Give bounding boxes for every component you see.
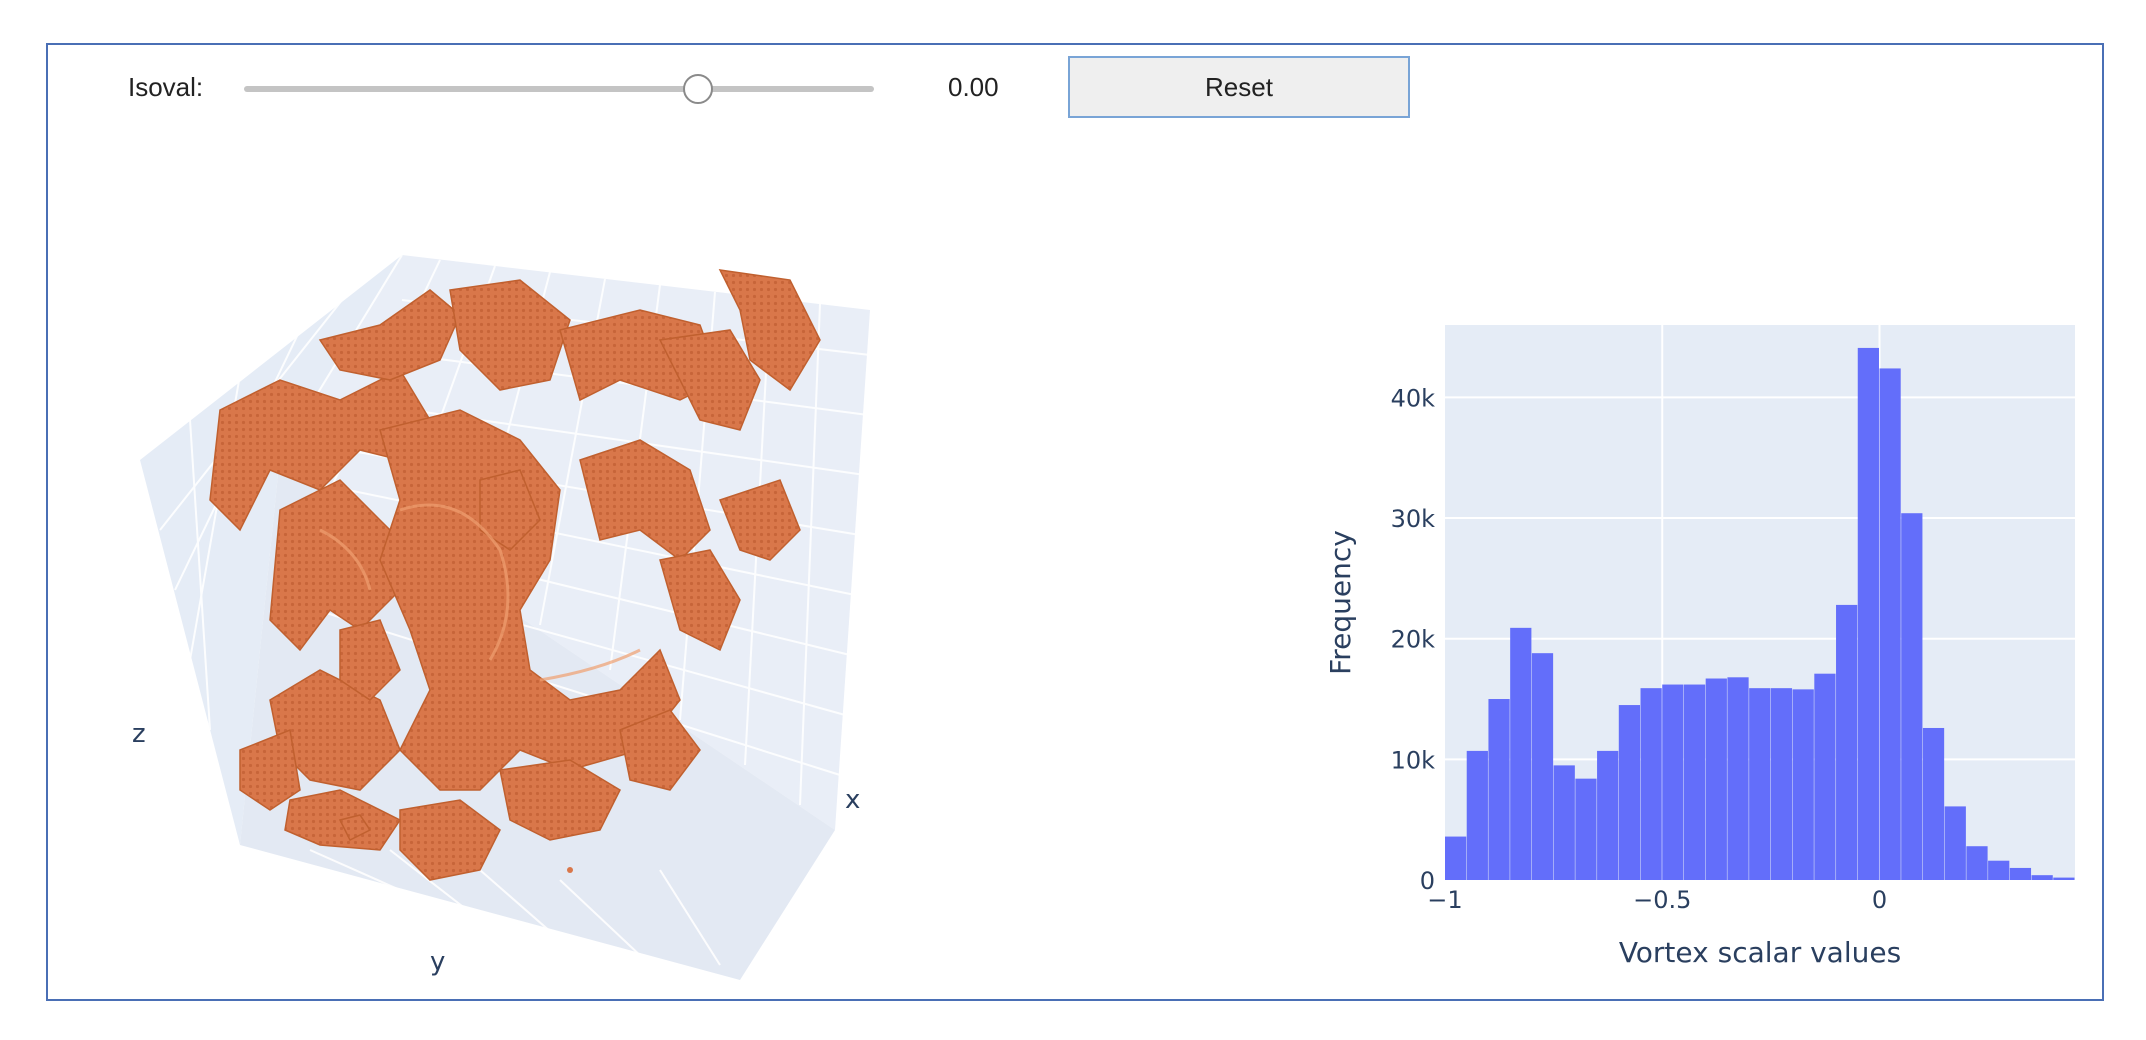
histogram-bar xyxy=(1683,684,1706,880)
x-tick-label: −0.5 xyxy=(1633,886,1691,914)
histogram-bar xyxy=(1640,688,1662,880)
histogram-bar xyxy=(1662,684,1684,880)
y-tick-label: 40k xyxy=(1391,384,1436,412)
axis-label-y: y xyxy=(430,947,445,977)
histogram-bar xyxy=(1814,673,1836,880)
y-tick-label: 0 xyxy=(1420,867,1435,895)
histogram-bar xyxy=(2009,867,2032,880)
axis-label-x: x xyxy=(845,785,860,815)
x-tick-label: 0 xyxy=(1872,886,1887,914)
histogram-bar xyxy=(1597,750,1619,880)
mesh-fragment xyxy=(567,867,573,873)
y-axis-title: Frequency xyxy=(1324,530,1357,675)
histogram-bar xyxy=(1749,688,1771,880)
histogram-bar xyxy=(1922,727,1945,880)
axis-label-z: z xyxy=(132,719,146,749)
histogram-bar xyxy=(1488,699,1510,880)
histogram-bar xyxy=(1510,627,1532,880)
reset-button[interactable]: Reset xyxy=(1068,56,1410,118)
x-axis-title: Vortex scalar values xyxy=(1619,936,1901,969)
histogram-bar xyxy=(1575,778,1597,880)
histogram-bar xyxy=(1792,689,1814,880)
histogram-bar xyxy=(1836,604,1858,880)
isoval-value: 0.00 xyxy=(948,72,999,102)
histogram-bar xyxy=(1879,368,1901,880)
histogram-bar xyxy=(1727,677,1749,880)
y-tick-label: 10k xyxy=(1391,746,1436,774)
isosurface-3d-plot[interactable]: z x y xyxy=(100,230,900,990)
histogram-bar xyxy=(2053,877,2075,880)
x-tick-label: −1 xyxy=(1427,886,1462,914)
histogram-chart[interactable]: 0 10k 20k 30k 40k −1 −0.5 0 Vortex scalar value… xyxy=(1290,300,2090,980)
isosurface-mesh xyxy=(209,269,821,881)
histogram-bar xyxy=(1445,836,1467,880)
histogram-bar xyxy=(1944,806,1966,880)
histogram-bar xyxy=(1857,347,1879,880)
histogram-bar xyxy=(1618,705,1641,880)
mesh-highlights xyxy=(319,503,641,682)
histogram-bar xyxy=(1901,513,1923,880)
histogram-bar xyxy=(1531,653,1554,880)
isoval-label: Isoval: xyxy=(128,72,204,102)
histogram-bar xyxy=(1966,846,1988,880)
back-wall-left xyxy=(140,255,402,845)
histogram-bar xyxy=(1466,750,1488,880)
isoval-slider[interactable] xyxy=(244,74,874,104)
slider-thumb[interactable] xyxy=(682,74,713,104)
y-tick-label: 20k xyxy=(1391,626,1436,654)
slider-track[interactable] xyxy=(244,86,874,92)
histogram-bar xyxy=(1988,860,2010,880)
histogram-bar xyxy=(1770,688,1793,880)
y-tick-label: 30k xyxy=(1391,505,1436,533)
histogram-bar xyxy=(1705,678,1727,880)
histogram-bar xyxy=(2031,875,2053,880)
histogram-bar xyxy=(1553,765,1575,880)
